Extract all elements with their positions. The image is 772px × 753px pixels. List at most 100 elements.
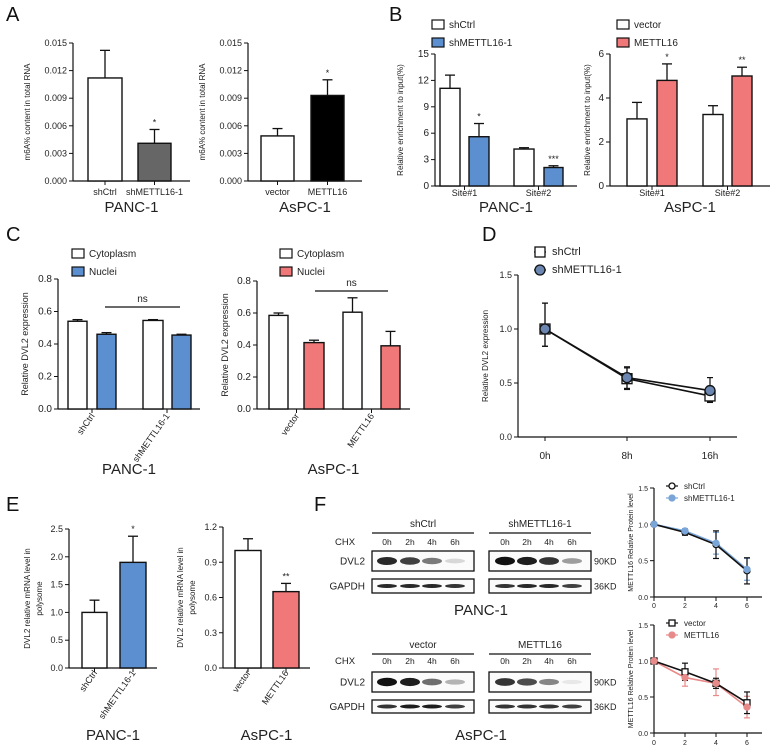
bar: [234, 549, 262, 669]
x-tick-label: shMETTL16-1: [126, 187, 183, 197]
timepoint-label: 0h: [382, 537, 392, 547]
y-tick-label: 1.5: [499, 270, 512, 280]
blot-band: [400, 584, 420, 588]
y-tick-label: 0.5: [50, 635, 63, 645]
x-tick-label: 0h: [539, 451, 550, 462]
y-tick-label: 0.0: [38, 404, 52, 415]
x-tick-label: shMETTL16-1: [131, 411, 172, 463]
legend-label: shCtrl: [684, 482, 705, 491]
legend-label: Cytoplasm: [89, 249, 136, 260]
bar: [731, 75, 753, 187]
x-tick-label: 0: [652, 740, 656, 747]
y-tick-label: 0.2: [237, 372, 251, 383]
blot-band: [445, 679, 465, 685]
timepoint-label: 4h: [427, 537, 437, 547]
bar: [439, 87, 461, 187]
y-tick-label: 0.0: [237, 404, 251, 415]
blot-band: [539, 557, 559, 565]
blot-group-label: shMETTL16-1: [508, 519, 572, 530]
bar: [303, 341, 325, 410]
bar: [137, 142, 172, 182]
significance-label: ns: [137, 294, 148, 305]
bar: [513, 148, 535, 187]
timepoint-label: 0h: [500, 537, 510, 547]
y-axis-label: Relative enrichment to input(%): [396, 64, 405, 176]
y-tick-label: 0.6: [38, 307, 52, 318]
series-line: [653, 523, 748, 570]
blot-band: [495, 678, 515, 686]
legend-label: shCtrl: [449, 20, 475, 31]
bar: [67, 320, 88, 410]
x-tick-label: 16h: [702, 451, 719, 462]
y-tick-label: 3: [423, 155, 429, 166]
y-axis-label: polysome: [188, 580, 197, 615]
timepoint-label: 2h: [522, 537, 532, 547]
y-axis-label: m6A% content in total RNA: [23, 63, 32, 161]
treatment-label: CHX: [335, 537, 356, 548]
blot-band: [377, 557, 397, 565]
y-axis-label: METTL16 Relative Protein level: [628, 629, 635, 728]
series-line: [653, 660, 748, 708]
panel-label-b: B: [389, 4, 403, 26]
panel-label-a: A: [6, 4, 20, 26]
significance-label: ns: [346, 278, 357, 289]
y-tick-label: 0.000: [219, 176, 242, 186]
timepoint-label: 6h: [450, 656, 460, 666]
bar: [142, 319, 164, 410]
y-tick-label: 0.5: [499, 378, 512, 388]
blot-band: [517, 556, 537, 566]
timepoint-label: 2h: [405, 656, 415, 666]
legend-label: METTL16: [634, 38, 678, 49]
y-tick-label: 0.000: [44, 176, 67, 186]
y-tick-label: 0.012: [219, 66, 242, 76]
y-tick-label: 0.6: [237, 308, 251, 319]
protein-label: DVL2: [340, 557, 365, 568]
bar: [342, 311, 363, 410]
blot-band: [517, 584, 537, 588]
y-tick-label: 1.0: [638, 522, 648, 529]
bar: [87, 77, 123, 182]
legend-label: shMETTL16-1: [449, 38, 513, 49]
y-tick-label: 0.0: [50, 663, 63, 673]
circle-marker: [650, 520, 658, 528]
y-tick-label: 2.0: [50, 552, 63, 562]
blot-band: [422, 557, 442, 565]
chart-title: PANC-1: [86, 727, 140, 744]
blot-band: [517, 678, 537, 686]
chart-title: AsPC-1: [241, 727, 293, 744]
blot-band: [495, 556, 515, 566]
x-tick-label: shCtrl: [77, 668, 99, 693]
y-tick-label: 0.009: [44, 93, 67, 103]
chart-title: PANC-1: [102, 461, 156, 478]
blot-band: [422, 704, 442, 709]
circle-marker: [668, 494, 676, 502]
y-axis-label: m6A% content in total RNA: [198, 63, 207, 161]
y-tick-label: 0.015: [44, 38, 67, 48]
timepoint-label: 4h: [427, 656, 437, 666]
y-tick-label: 1.0: [638, 659, 648, 666]
square-marker: [668, 619, 676, 627]
y-tick-label: 0.015: [219, 38, 242, 48]
legend-swatch: [431, 37, 445, 48]
y-tick-label: 6: [423, 128, 429, 139]
circle-marker: [621, 371, 633, 384]
panel-label-d: D: [482, 224, 497, 246]
bar: [656, 79, 678, 187]
legend-label: METTL16: [684, 631, 720, 640]
x-tick-label: 8h: [621, 451, 632, 462]
molecular-weight-label: 90KD: [594, 678, 617, 688]
chart-title: AsPC-1: [279, 199, 331, 216]
x-tick-label: METTL16: [345, 411, 376, 449]
blot-band: [495, 704, 515, 709]
timepoint-label: 2h: [405, 537, 415, 547]
y-tick-label: 9: [423, 102, 429, 113]
protein-label: DVL2: [340, 678, 365, 689]
panel-label-f: F: [314, 494, 327, 516]
bar: [543, 166, 564, 187]
y-tick-label: 1.0: [499, 324, 512, 334]
blot-group-label: vector: [409, 640, 437, 651]
blot-band: [495, 584, 515, 588]
x-tick-label: Site#2: [715, 188, 741, 198]
x-tick-label: METTL16: [260, 668, 291, 706]
blot-band: [539, 584, 559, 588]
